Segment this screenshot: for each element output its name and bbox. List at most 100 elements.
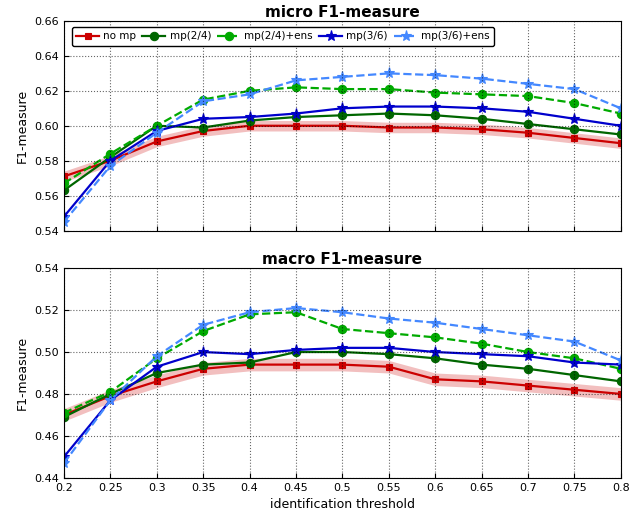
mp(3/6) <box>200 349 207 355</box>
mp(2/4)+ens <box>153 355 161 362</box>
mp(2/4) <box>524 365 532 372</box>
mp(2/4)+ens <box>153 123 161 129</box>
mp(3/6)+ens <box>339 74 346 80</box>
mp(3/6)+ens <box>106 397 115 403</box>
mp(2/4) <box>477 116 485 122</box>
Line: mp(2/4)+ens: mp(2/4)+ens <box>60 83 625 187</box>
mp(3/6) <box>431 349 439 355</box>
no mp <box>292 361 300 368</box>
mp(3/6) <box>292 110 300 117</box>
Y-axis label: F1-measure: F1-measure <box>16 336 29 410</box>
no mp <box>385 124 393 131</box>
mp(3/6)+ens <box>153 353 161 360</box>
mp(2/4) <box>292 349 300 355</box>
mp(3/6)+ens <box>385 316 393 322</box>
mp(3/6)+ens <box>570 339 578 345</box>
mp(2/4)+ens <box>60 410 68 416</box>
mp(3/6) <box>385 345 393 351</box>
mp(2/4) <box>246 118 253 124</box>
mp(2/4)+ens <box>524 349 532 355</box>
mp(3/6)+ens <box>153 130 161 136</box>
mp(3/6) <box>153 363 161 370</box>
no mp <box>153 378 161 384</box>
mp(3/6)+ens <box>200 322 207 328</box>
mp(2/4) <box>431 112 439 119</box>
mp(3/6)+ens <box>200 98 207 104</box>
mp(2/4) <box>477 361 485 368</box>
mp(2/4) <box>617 131 625 138</box>
mp(3/6) <box>246 114 253 120</box>
mp(3/6) <box>246 351 253 358</box>
mp(3/6) <box>570 360 578 366</box>
mp(3/6)+ens <box>617 358 625 364</box>
mp(3/6)+ens <box>570 86 578 92</box>
mp(3/6)+ens <box>106 163 115 169</box>
no mp <box>570 135 578 141</box>
mp(3/6) <box>200 116 207 122</box>
no mp <box>292 123 300 129</box>
mp(3/6) <box>60 213 68 219</box>
X-axis label: identification threshold: identification threshold <box>270 498 415 511</box>
no mp <box>524 130 532 136</box>
mp(3/6)+ens <box>477 76 485 82</box>
mp(2/4)+ens <box>106 388 115 395</box>
no mp <box>617 391 625 397</box>
mp(3/6) <box>339 345 346 351</box>
mp(2/4)+ens <box>524 93 532 99</box>
mp(3/6) <box>153 128 161 134</box>
mp(3/6)+ens <box>292 305 300 311</box>
no mp <box>246 123 253 129</box>
mp(2/4)+ens <box>200 97 207 103</box>
mp(2/4)+ens <box>617 365 625 372</box>
no mp <box>477 126 485 132</box>
Line: mp(3/6): mp(3/6) <box>58 101 627 222</box>
mp(2/4) <box>246 360 253 366</box>
mp(2/4)+ens <box>246 311 253 318</box>
mp(2/4)+ens <box>246 88 253 94</box>
mp(2/4)+ens <box>339 326 346 332</box>
mp(2/4)+ens <box>385 86 393 92</box>
mp(2/4) <box>524 121 532 127</box>
mp(2/4)+ens <box>477 91 485 98</box>
mp(2/4)+ens <box>106 151 115 157</box>
no mp <box>106 158 115 164</box>
mp(3/6) <box>292 347 300 353</box>
mp(2/4) <box>292 114 300 120</box>
mp(3/6) <box>617 361 625 368</box>
Y-axis label: F1-measure: F1-measure <box>16 89 29 163</box>
mp(2/4) <box>106 154 115 160</box>
mp(2/4) <box>60 187 68 194</box>
mp(2/4)+ens <box>570 355 578 362</box>
mp(3/6)+ens <box>477 326 485 332</box>
mp(3/6)+ens <box>385 70 393 77</box>
Line: no mp: no mp <box>61 361 624 418</box>
mp(2/4) <box>153 370 161 376</box>
mp(3/6)+ens <box>60 460 68 466</box>
mp(3/6) <box>106 158 115 164</box>
mp(3/6)+ens <box>246 91 253 98</box>
no mp <box>431 376 439 382</box>
mp(2/4)+ens <box>60 180 68 186</box>
mp(2/4) <box>200 124 207 131</box>
mp(3/6) <box>477 105 485 111</box>
no mp <box>524 382 532 388</box>
mp(2/4)+ens <box>339 86 346 92</box>
mp(2/4)+ens <box>477 341 485 347</box>
mp(3/6)+ens <box>246 309 253 316</box>
mp(3/6)+ens <box>339 309 346 316</box>
mp(2/4) <box>385 351 393 358</box>
no mp <box>60 412 68 418</box>
mp(3/6) <box>106 397 115 403</box>
Line: mp(3/6): mp(3/6) <box>58 342 627 463</box>
Title: micro F1-measure: micro F1-measure <box>265 5 420 20</box>
Line: mp(2/4): mp(2/4) <box>60 348 625 421</box>
no mp <box>246 361 253 368</box>
mp(3/6) <box>385 103 393 110</box>
mp(2/4) <box>570 372 578 378</box>
Legend: no mp, mp(2/4), mp(2/4)+ens, mp(3/6), mp(3/6)+ens: no mp, mp(2/4), mp(2/4)+ens, mp(3/6), mp… <box>72 27 494 46</box>
mp(3/6)+ens <box>431 320 439 326</box>
mp(2/4) <box>200 361 207 368</box>
no mp <box>617 140 625 146</box>
Line: no mp: no mp <box>61 122 624 180</box>
mp(3/6) <box>617 123 625 129</box>
